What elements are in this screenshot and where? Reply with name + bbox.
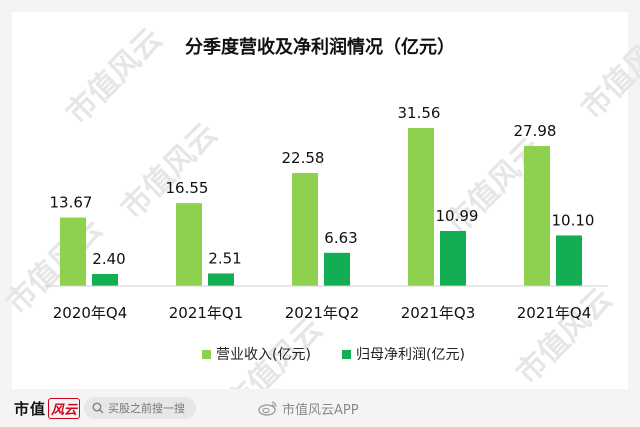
bar-revenue — [524, 145, 550, 286]
x-tick-label: 2021年Q3 — [401, 304, 476, 322]
brand-logo[interactable]: 市值 风云 — [14, 397, 81, 419]
chart-card: 市值风云 市值风云 市值风云 市值风云 市值风云 市值风云 市值风云 分季度营收… — [0, 12, 640, 421]
search-text: 买股之前搜一搜 — [108, 402, 185, 415]
data-label: 22.58 — [282, 149, 325, 167]
x-tick-label: 2020年Q4 — [53, 304, 128, 322]
data-label: 10.10 — [552, 211, 595, 229]
bar-revenue — [60, 217, 86, 286]
bar-revenue — [292, 172, 318, 286]
data-label: 16.55 — [166, 179, 209, 197]
legend-swatch — [202, 350, 211, 359]
data-label: 2.40 — [92, 250, 125, 268]
footer-bar: 市值 风云 买股之前搜一搜 市值风云APP — [0, 389, 640, 427]
legend-label: 归母净利润(亿元) — [356, 346, 465, 363]
chart-title: 分季度营收及净利润情况（亿元） — [185, 36, 455, 58]
data-label: 10.99 — [436, 207, 479, 225]
data-label: 31.56 — [398, 104, 441, 122]
weibo-icon — [258, 400, 278, 416]
data-label: 6.63 — [324, 229, 357, 247]
legend-label: 营业收入(亿元) — [216, 347, 311, 363]
search-box[interactable]: 买股之前搜一搜 — [84, 397, 196, 419]
search-icon — [88, 402, 108, 414]
data-label: 2.51 — [208, 249, 241, 267]
x-tick-label: 2021年Q2 — [285, 304, 360, 322]
bar-net-profit — [208, 273, 234, 286]
bar-revenue — [408, 128, 434, 286]
bar-net-profit — [324, 252, 350, 286]
legend: 营业收入(亿元) 归母净利润(亿元) — [202, 346, 465, 363]
account-credit: 市值风云APP — [258, 398, 359, 418]
data-label: 27.98 — [514, 122, 557, 140]
x-tick-label: 2021年Q1 — [169, 304, 244, 322]
logo-mark: 风云 — [48, 397, 81, 419]
data-label: 13.67 — [50, 194, 93, 212]
logo-text: 市值 — [14, 399, 47, 418]
bar-chart: 分季度营收及净利润情况（亿元） 13.67 2.40 16.55 2.51 22.58 6… — [44, 36, 608, 363]
x-tick-label: 2021年Q4 — [517, 304, 592, 322]
account-name: 市值风云APP — [282, 402, 359, 418]
bar-net-profit — [92, 273, 118, 286]
bar-revenue — [176, 203, 202, 286]
bar-net-profit — [556, 235, 582, 286]
bar-net-profit — [440, 230, 466, 286]
legend-swatch — [342, 350, 351, 359]
